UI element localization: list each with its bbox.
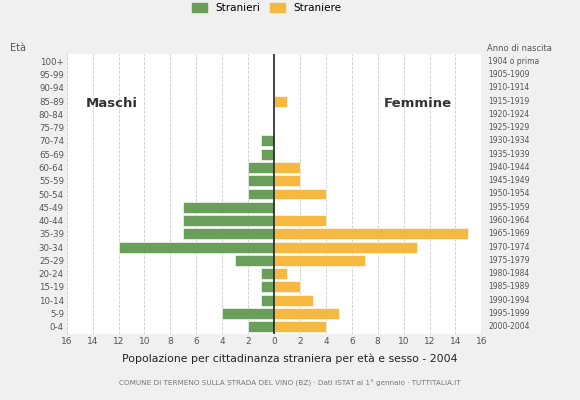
Bar (118, 242, 274, 252)
Bar (261, 136, 274, 146)
Text: Maschi: Maschi (86, 97, 138, 110)
Text: 1935-1939: 1935-1939 (488, 150, 530, 159)
Bar (274, 188, 326, 200)
Bar (235, 255, 274, 266)
Text: Età: Età (10, 43, 26, 53)
Text: 1930-1934: 1930-1934 (488, 136, 530, 146)
Text: 1910-1914: 1910-1914 (488, 83, 530, 92)
Bar (261, 149, 274, 160)
Text: 1905-1909: 1905-1909 (488, 70, 530, 79)
Text: COMUNE DI TERMENO SULLA STRADA DEL VINO (BZ) · Dati ISTAT al 1° gennaio · TUTTIT: COMUNE DI TERMENO SULLA STRADA DEL VINO … (119, 380, 461, 387)
Text: 1925-1929: 1925-1929 (488, 123, 530, 132)
Text: 1915-1919: 1915-1919 (488, 97, 530, 106)
Bar (274, 321, 326, 332)
Text: 1960-1964: 1960-1964 (488, 216, 530, 225)
Bar (183, 215, 274, 226)
Bar (274, 255, 365, 266)
Bar (183, 228, 274, 239)
Text: 1920-1924: 1920-1924 (488, 110, 530, 119)
Bar (274, 308, 339, 319)
Text: 1985-1989: 1985-1989 (488, 282, 530, 291)
Text: Popolazione per cittadinanza straniera per età e sesso - 2004: Popolazione per cittadinanza straniera p… (122, 354, 458, 364)
Bar (274, 96, 287, 106)
Bar (274, 215, 326, 226)
Text: 2000-2004: 2000-2004 (488, 322, 530, 331)
Text: 1995-1999: 1995-1999 (488, 309, 530, 318)
Bar (274, 282, 300, 292)
Bar (248, 162, 274, 173)
Text: 1970-1974: 1970-1974 (488, 242, 530, 252)
Text: 1975-1979: 1975-1979 (488, 256, 530, 265)
Bar (261, 282, 274, 292)
Text: Femmine: Femmine (384, 97, 452, 110)
Text: 1945-1949: 1945-1949 (488, 176, 530, 185)
Bar (274, 242, 416, 252)
Bar (274, 295, 313, 306)
Text: 1955-1959: 1955-1959 (488, 203, 530, 212)
Bar (261, 268, 274, 279)
Text: Anno di nascita: Anno di nascita (487, 44, 552, 53)
Bar (248, 188, 274, 200)
Bar (248, 175, 274, 186)
Bar (222, 308, 274, 319)
Text: 1965-1969: 1965-1969 (488, 229, 530, 238)
Bar (248, 321, 274, 332)
Text: 1980-1984: 1980-1984 (488, 269, 530, 278)
Text: 1990-1994: 1990-1994 (488, 296, 530, 305)
Bar (274, 268, 287, 279)
Bar (183, 202, 274, 213)
Bar (261, 295, 274, 306)
Text: 1950-1954: 1950-1954 (488, 190, 530, 198)
Text: 1904 o prima: 1904 o prima (488, 57, 539, 66)
Bar (274, 228, 469, 239)
Text: 1940-1944: 1940-1944 (488, 163, 530, 172)
Bar (274, 175, 300, 186)
Bar (274, 162, 300, 173)
Legend: Stranieri, Straniere: Stranieri, Straniere (192, 3, 342, 13)
